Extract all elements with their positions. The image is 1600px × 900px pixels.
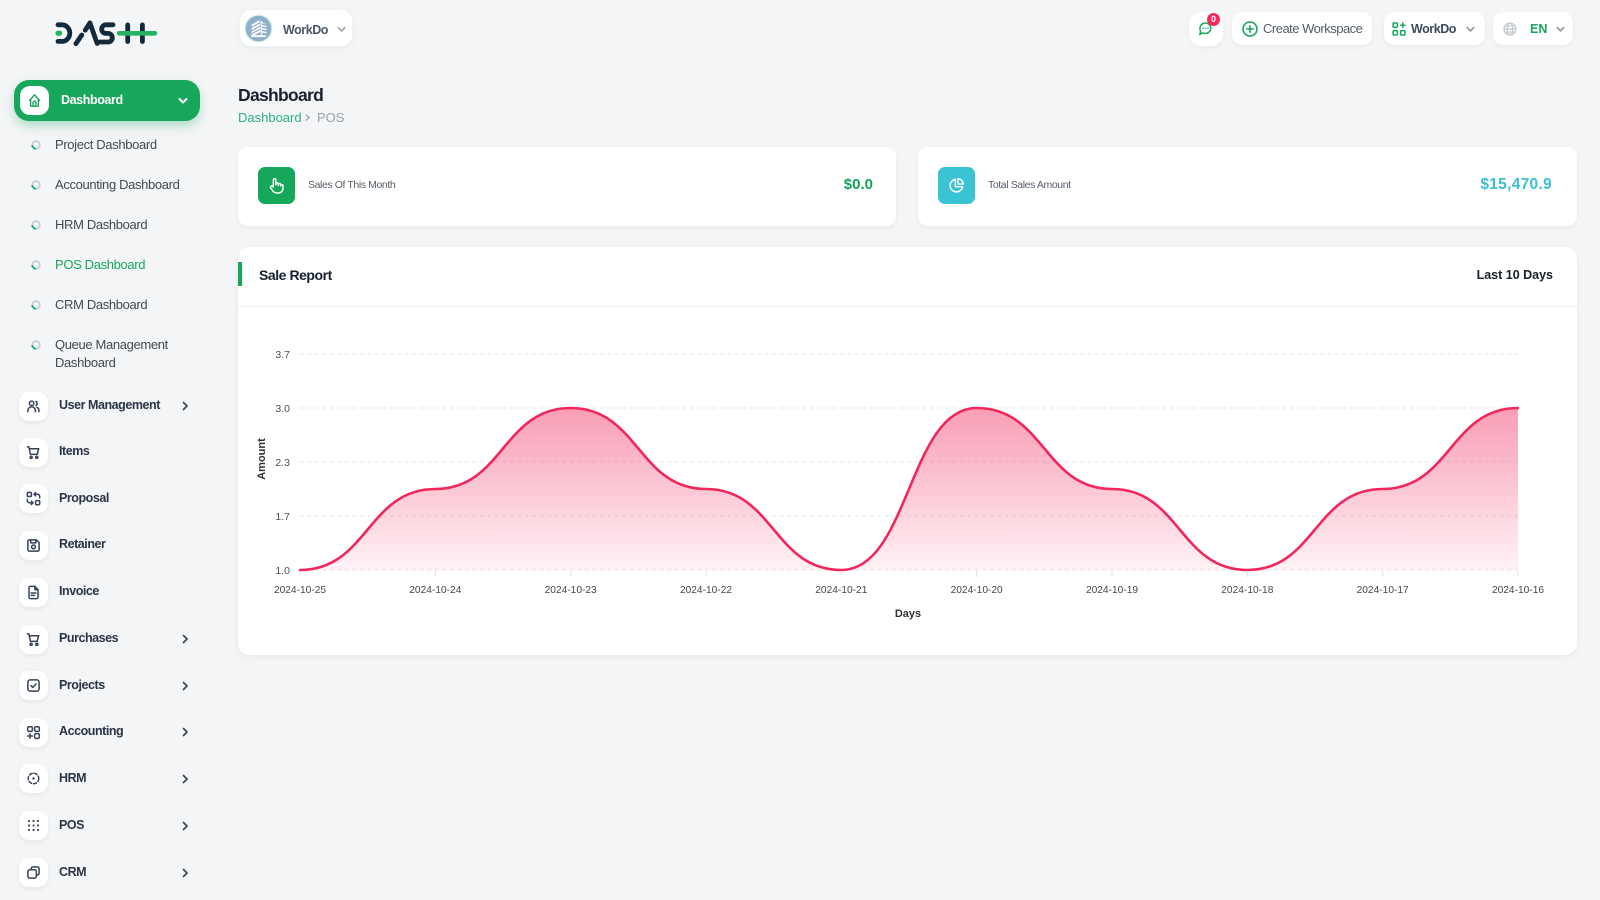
svg-text:3.0: 3.0 [275, 403, 290, 415]
svg-text:2024-10-23: 2024-10-23 [545, 585, 597, 596]
svg-text:2024-10-17: 2024-10-17 [1357, 585, 1409, 596]
svg-text:2024-10-25: 2024-10-25 [274, 585, 326, 596]
svg-text:2024-10-18: 2024-10-18 [1221, 585, 1273, 596]
svg-text:2024-10-20: 2024-10-20 [951, 585, 1003, 596]
svg-text:2024-10-24: 2024-10-24 [409, 585, 461, 596]
svg-text:Amount: Amount [256, 438, 268, 480]
svg-text:2024-10-19: 2024-10-19 [1086, 585, 1138, 596]
svg-text:2.3: 2.3 [275, 457, 290, 469]
svg-text:3.7: 3.7 [275, 349, 290, 361]
svg-text:Days: Days [895, 608, 921, 620]
svg-text:2024-10-16: 2024-10-16 [1492, 585, 1544, 596]
svg-text:2024-10-21: 2024-10-21 [815, 585, 867, 596]
svg-text:1.0: 1.0 [275, 565, 290, 577]
svg-text:2024-10-22: 2024-10-22 [680, 585, 732, 596]
svg-text:1.7: 1.7 [275, 511, 290, 523]
